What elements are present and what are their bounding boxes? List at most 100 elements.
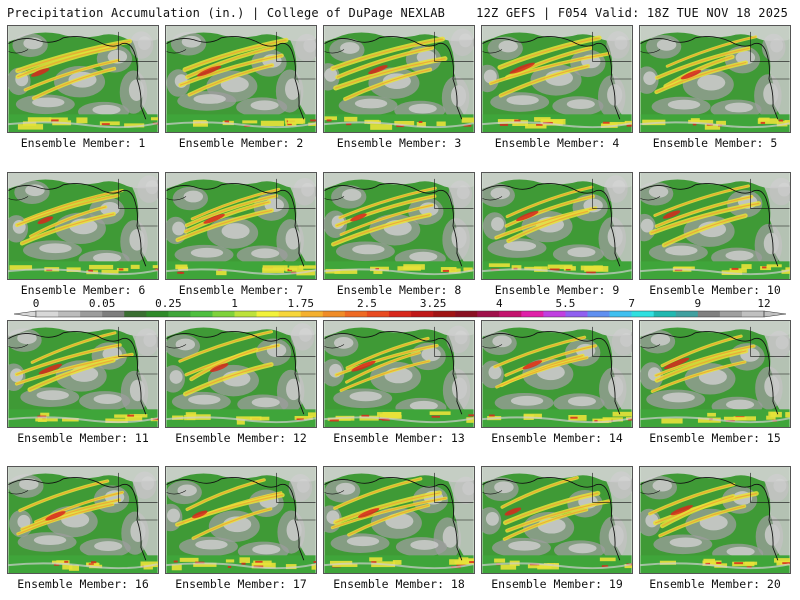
- ensemble-member-panel: Ensemble Member: 14: [481, 320, 633, 445]
- ensemble-member-panel: Ensemble Member: 8: [323, 172, 475, 297]
- ensemble-member-panel: Ensemble Member: 7: [165, 172, 317, 297]
- colorbar-swatch: [499, 311, 522, 317]
- colorbar-tick-label: 12: [757, 297, 770, 310]
- ensemble-member-panel: Ensemble Member: 20: [639, 466, 791, 591]
- colorbar-swatch: [455, 311, 478, 317]
- colorbar-swatch: [36, 311, 59, 317]
- colorbar-swatch: [477, 311, 500, 317]
- colorbar-swatch: [697, 311, 721, 317]
- colorbar-tick-label: 1: [231, 297, 238, 310]
- colorbar-swatch: [278, 311, 302, 317]
- precip-map: [7, 172, 159, 280]
- colorbar-swatch: [366, 311, 390, 317]
- precip-map: [165, 25, 317, 133]
- colorbar-swatch: [300, 311, 324, 317]
- precipitation-colorbar: 0 0.05 0.25 1 1.75 2.5 3.25 4 5.5 7 9 12: [13, 297, 787, 318]
- ensemble-member-panel: Ensemble Member: 3: [323, 25, 475, 150]
- colorbar-swatch: [234, 311, 257, 317]
- precip-map: [639, 25, 791, 133]
- precip-map: [639, 320, 791, 428]
- colorbar-swatch: [256, 311, 279, 317]
- ensemble-member-label: Ensemble Member: 4: [494, 136, 620, 150]
- ensemble-member-panel: Ensemble Member: 17: [165, 466, 317, 591]
- colorbar-swatch: [344, 311, 368, 317]
- ensemble-member-label: Ensemble Member: 17: [175, 577, 307, 591]
- colorbar-swatch: [124, 311, 147, 317]
- ensemble-member-label: Ensemble Member: 10: [649, 283, 781, 297]
- colorbar-swatch: [58, 311, 81, 317]
- colorbar-swatch: [653, 311, 677, 317]
- colorbar-swatch: [675, 311, 699, 317]
- ensemble-member-label: Ensemble Member: 7: [178, 283, 304, 297]
- colorbar-swatch: [388, 311, 412, 317]
- ensemble-member-panel: Ensemble Member: 4: [481, 25, 633, 150]
- colorbar-swatch: [168, 311, 191, 317]
- colorbar-tick-label: 9: [695, 297, 702, 310]
- ensemble-member-label: Ensemble Member: 2: [178, 136, 304, 150]
- ensemble-member-label: Ensemble Member: 8: [336, 283, 462, 297]
- colorbar-tick-label: 4: [496, 297, 503, 310]
- precip-map: [481, 25, 633, 133]
- precip-map: [323, 320, 475, 428]
- ensemble-member-label: Ensemble Member: 3: [336, 136, 462, 150]
- precip-map: [481, 172, 633, 280]
- ensemble-member-panel: Ensemble Member: 11: [7, 320, 159, 445]
- ensemble-member-panel: Ensemble Member: 9: [481, 172, 633, 297]
- ensemble-member-panel: Ensemble Member: 10: [639, 172, 791, 297]
- ensemble-member-label: Ensemble Member: 5: [652, 136, 778, 150]
- ensemble-member-label: Ensemble Member: 14: [491, 431, 623, 445]
- ensemble-member-label: Ensemble Member: 12: [175, 431, 307, 445]
- ensemble-member-panel: Ensemble Member: 16: [7, 466, 159, 591]
- precip-map: [481, 320, 633, 428]
- ensemble-member-label: Ensemble Member: 6: [20, 283, 146, 297]
- colorbar-tick-label: 7: [628, 297, 635, 310]
- precip-map: [481, 466, 633, 574]
- precip-map: [7, 25, 159, 133]
- valid-time-label: 12Z GEFS | F054 Valid: 18Z TUE NOV 18 20…: [476, 6, 788, 20]
- colorbar-swatch: [587, 311, 610, 317]
- colorbar-swatch: [102, 311, 125, 317]
- ensemble-member-panel: Ensemble Member: 1: [7, 25, 159, 150]
- colorbar-tick-label: 5.5: [556, 297, 576, 310]
- precip-map: [7, 320, 159, 428]
- precip-map: [165, 172, 317, 280]
- ensemble-member-panel: Ensemble Member: 19: [481, 466, 633, 591]
- colorbar-swatch: [190, 311, 213, 317]
- colorbar-tick-label: 3.25: [420, 297, 447, 310]
- colorbar-swatch: [146, 311, 169, 317]
- precip-map: [323, 466, 475, 574]
- colorbar-arrow-right: [763, 310, 787, 318]
- ensemble-member-panel: Ensemble Member: 12: [165, 320, 317, 445]
- colorbar-arrow-left: [13, 310, 37, 318]
- colorbar-tick-label: 1.75: [287, 297, 314, 310]
- colorbar-swatch: [80, 311, 103, 317]
- ensemble-member-label: Ensemble Member: 19: [491, 577, 623, 591]
- precip-map: [165, 466, 317, 574]
- colorbar-swatch: [631, 311, 654, 317]
- colorbar-tick-label: 0.25: [155, 297, 182, 310]
- ensemble-member-label: Ensemble Member: 13: [333, 431, 465, 445]
- colorbar-swatch: [719, 311, 743, 317]
- ensemble-member-label: Ensemble Member: 20: [649, 577, 781, 591]
- ensemble-member-panel: Ensemble Member: 18: [323, 466, 475, 591]
- precip-map: [165, 320, 317, 428]
- ensemble-member-label: Ensemble Member: 9: [494, 283, 620, 297]
- colorbar-tick-label: 2.5: [357, 297, 377, 310]
- colorbar-swatch: [565, 311, 588, 317]
- ensemble-member-panel: Ensemble Member: 6: [7, 172, 159, 297]
- precip-map: [639, 172, 791, 280]
- colorbar-swatch: [543, 311, 566, 317]
- chart-title: Precipitation Accumulation (in.) | Colle…: [7, 6, 446, 20]
- ensemble-member-label: Ensemble Member: 18: [333, 577, 465, 591]
- ensemble-member-panel: Ensemble Member: 2: [165, 25, 317, 150]
- precip-map: [323, 25, 475, 133]
- ensemble-member-panel: Ensemble Member: 5: [639, 25, 791, 150]
- colorbar-tick-label: 0: [33, 297, 40, 310]
- colorbar-swatch: [322, 311, 346, 317]
- colorbar-swatch: [521, 311, 544, 317]
- ensemble-member-label: Ensemble Member: 11: [17, 431, 149, 445]
- ensemble-member-panel: Ensemble Member: 15: [639, 320, 791, 445]
- colorbar-tick-label: 0.05: [89, 297, 116, 310]
- colorbar-swatch: [433, 311, 456, 317]
- ensemble-member-panel: Ensemble Member: 13: [323, 320, 475, 445]
